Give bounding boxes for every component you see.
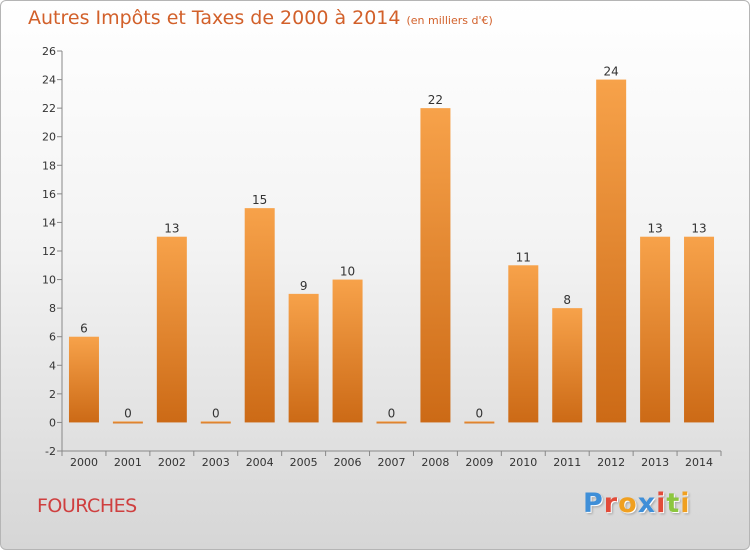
data-label-2011: 8 bbox=[563, 293, 571, 307]
x-tick-label: 2009 bbox=[465, 456, 493, 469]
y-tick-label: 12 bbox=[42, 245, 56, 258]
bar-2002 bbox=[156, 236, 187, 423]
y-tick-label: 8 bbox=[49, 302, 56, 315]
data-label-2002: 13 bbox=[164, 222, 179, 236]
logo-letter: o bbox=[618, 488, 638, 519]
x-tick-label: 2001 bbox=[114, 456, 142, 469]
y-tick-label: 10 bbox=[42, 274, 56, 287]
bar-2005 bbox=[288, 293, 319, 423]
chart-title-unit: (en milliers d'€) bbox=[406, 14, 493, 27]
x-tick-label: 2004 bbox=[246, 456, 274, 469]
bar-2009 bbox=[464, 421, 495, 424]
commune-name: FOURCHES bbox=[37, 495, 137, 517]
x-tick-label: 2007 bbox=[378, 456, 406, 469]
x-tick-label: 2005 bbox=[290, 456, 318, 469]
bar-2001 bbox=[112, 421, 143, 424]
x-tick-label: 2002 bbox=[158, 456, 186, 469]
bar-2013 bbox=[640, 236, 671, 423]
x-tick-label: 2014 bbox=[685, 456, 713, 469]
chart-title-main: Autres Impôts et Taxes de 2000 à 2014 bbox=[28, 7, 401, 29]
data-label-2004: 15 bbox=[252, 193, 267, 207]
y-tick-label: 6 bbox=[49, 331, 56, 344]
x-tick-label: 2013 bbox=[641, 456, 669, 469]
y-tick-label: 24 bbox=[42, 74, 56, 87]
y-tick-label: 4 bbox=[49, 359, 56, 372]
data-label-2000: 6 bbox=[80, 322, 88, 336]
bar-2012 bbox=[596, 79, 627, 423]
logo-letter: P bbox=[583, 488, 604, 519]
x-tick-label: 2006 bbox=[334, 456, 362, 469]
y-tick-label: 14 bbox=[42, 216, 56, 229]
data-label-2006: 10 bbox=[340, 265, 355, 279]
data-label-2014: 13 bbox=[691, 222, 706, 236]
logo-letter: r bbox=[603, 488, 619, 519]
bar-2000 bbox=[68, 336, 99, 423]
x-tick-label: 2011 bbox=[553, 456, 581, 469]
logo-letter: x bbox=[637, 488, 657, 519]
data-label-2001: 0 bbox=[124, 406, 132, 420]
bar-2010 bbox=[508, 265, 539, 423]
x-tick-label: 2003 bbox=[202, 456, 230, 469]
bar-2003 bbox=[200, 421, 231, 424]
data-label-2010: 11 bbox=[516, 250, 531, 264]
data-label-2013: 13 bbox=[647, 222, 662, 236]
logo-letter: i bbox=[680, 488, 691, 519]
y-tick-label: 26 bbox=[42, 45, 56, 58]
x-tick-label: 2012 bbox=[597, 456, 625, 469]
y-tick-label: 16 bbox=[42, 188, 56, 201]
y-tick-label: 22 bbox=[42, 102, 56, 115]
proxiti-logo: Proxiti bbox=[583, 488, 691, 519]
axes-layer: -202468101214161820222426200062001020021… bbox=[42, 45, 722, 469]
bars-layer bbox=[68, 79, 715, 424]
y-tick-label: -2 bbox=[45, 445, 56, 458]
data-label-2005: 9 bbox=[300, 279, 308, 293]
data-label-2012: 24 bbox=[604, 65, 619, 79]
data-label-2003: 0 bbox=[212, 406, 220, 420]
data-label-2009: 0 bbox=[476, 406, 484, 420]
bar-2004 bbox=[244, 208, 275, 423]
bar-2008 bbox=[420, 108, 451, 423]
logo-letter: t bbox=[666, 488, 681, 519]
bar-2014 bbox=[684, 236, 715, 423]
logo-letter: i bbox=[656, 488, 667, 519]
data-label-2007: 0 bbox=[388, 406, 396, 420]
bar-2011 bbox=[552, 308, 583, 423]
bar-2007 bbox=[376, 421, 407, 424]
y-tick-label: 20 bbox=[42, 131, 56, 144]
y-tick-label: 2 bbox=[49, 388, 56, 401]
x-tick-label: 2000 bbox=[70, 456, 98, 469]
chart-title: Autres Impôts et Taxes de 2000 à 2014 (en… bbox=[28, 7, 493, 29]
y-tick-label: 18 bbox=[42, 159, 56, 172]
x-tick-label: 2008 bbox=[421, 456, 449, 469]
y-tick-label: 0 bbox=[49, 416, 56, 429]
x-tick-label: 2010 bbox=[509, 456, 537, 469]
data-label-2008: 22 bbox=[428, 93, 443, 107]
bar-2006 bbox=[332, 279, 363, 423]
